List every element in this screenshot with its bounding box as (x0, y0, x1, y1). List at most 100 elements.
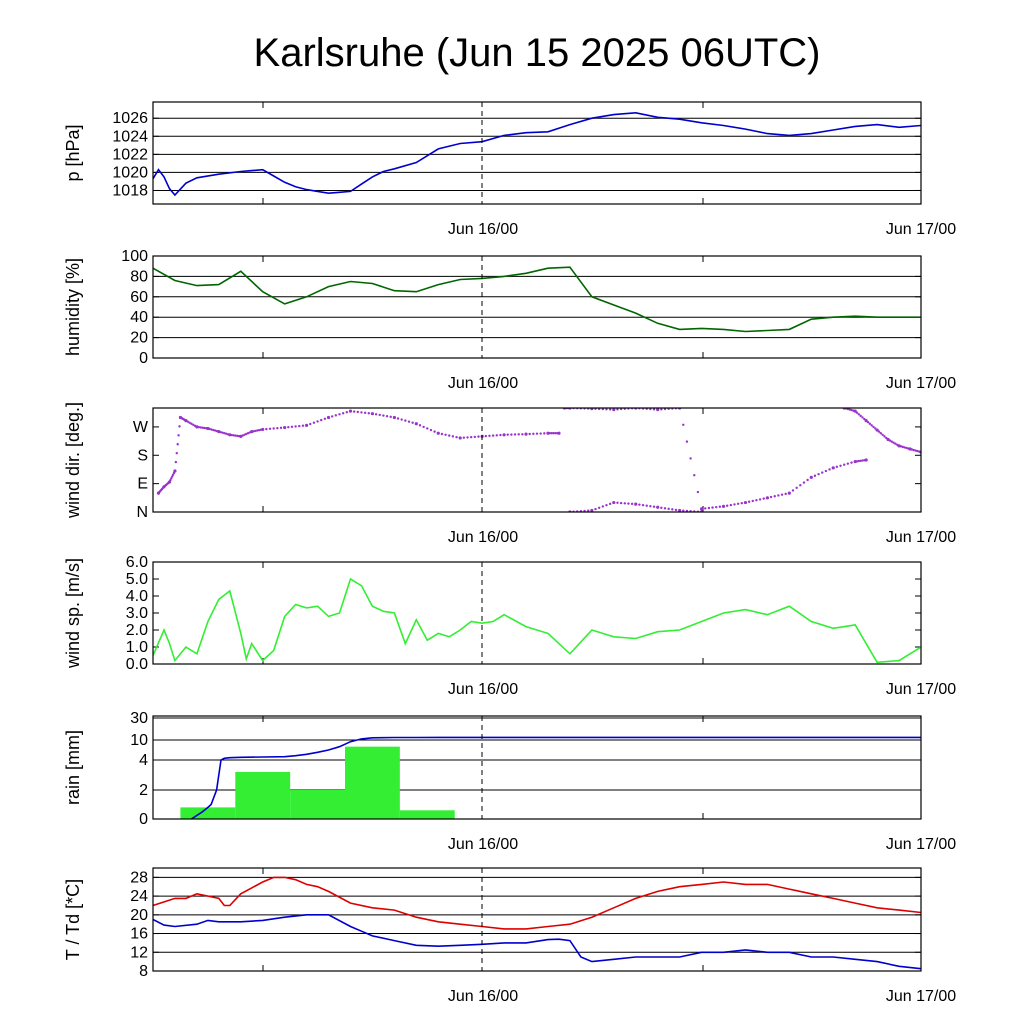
data-point (864, 458, 868, 462)
data-point (850, 408, 853, 412)
data-point (276, 426, 279, 430)
data-point (721, 504, 726, 508)
y-axis-label: p [hPa] (63, 124, 83, 181)
data-point (892, 441, 895, 444)
series-wind_speed-0 (153, 577, 921, 664)
x-tick-label: Jun 16/00 (448, 529, 518, 546)
data-point (400, 418, 403, 421)
data-point (360, 411, 363, 414)
data-point (279, 426, 283, 430)
y-tick-label: 1024 (112, 128, 148, 145)
data-point (623, 502, 626, 505)
data-point (235, 434, 239, 438)
panel-rain: 0 2 4 10 30 rain [mm] Jun 16/00 Jun 17/00 (63, 710, 956, 853)
data-point (835, 465, 839, 469)
data-point (850, 461, 853, 464)
y-tick-label: 28 (130, 869, 148, 886)
data-point (877, 430, 881, 433)
data-point (601, 505, 605, 508)
y-tick-label: 20 (130, 907, 148, 924)
data-point (283, 425, 287, 430)
data-point (312, 421, 316, 424)
data-point (396, 417, 400, 420)
data-point (392, 415, 396, 420)
y-tick-label: 60 (130, 289, 148, 306)
chart-title: Karlsruhe (Jun 15 2025 06UTC) (254, 31, 821, 75)
x-tick-label: Jun 16/00 (448, 681, 518, 698)
data-point (587, 509, 590, 512)
y-tick-label: 30 (130, 710, 148, 727)
y-tick-label: 0 (139, 350, 148, 367)
data-point (729, 503, 733, 507)
data-point (903, 446, 906, 449)
data-point (866, 420, 870, 424)
data-point (711, 506, 714, 509)
data-point (171, 475, 174, 478)
data-point (619, 501, 623, 505)
data-point (597, 506, 601, 509)
data-point (868, 422, 871, 425)
y-tick-label: 1026 (112, 110, 148, 127)
data-point (466, 436, 469, 439)
data-point (828, 468, 831, 471)
data-point (261, 427, 265, 432)
y-axis-label: wind sp. [m/s] (63, 558, 83, 669)
data-point (663, 507, 667, 510)
data-point (234, 434, 237, 437)
data-point (806, 478, 809, 482)
data-point (590, 508, 594, 512)
data-point (169, 479, 172, 482)
data-point (363, 411, 367, 415)
data-point (499, 433, 502, 437)
y-tick-label: 0.0 (126, 656, 148, 673)
data-point (246, 432, 250, 435)
data-point (462, 436, 466, 439)
data-point (309, 422, 312, 426)
plot-frame (152, 255, 922, 359)
series-rain-0 (190, 736, 921, 819)
data-point (370, 412, 375, 416)
data-point (715, 505, 718, 509)
data-point (656, 408, 660, 412)
data-point (411, 421, 414, 424)
data-point (649, 505, 652, 508)
data-point (477, 435, 480, 438)
data-point (855, 460, 859, 463)
data-point (660, 506, 663, 509)
data-point (546, 431, 550, 435)
data-point (685, 440, 689, 443)
data-point (272, 427, 275, 430)
x-tick-label: Jun 17/00 (886, 836, 956, 853)
x-tick-label: Jun 16/00 (448, 375, 518, 392)
data-point (843, 463, 846, 466)
y-tick-label: 1018 (112, 182, 148, 199)
data-point (755, 498, 758, 502)
y-tick-label: 0 (139, 811, 148, 828)
data-point (751, 499, 754, 503)
data-point (914, 449, 917, 452)
data-point (374, 413, 378, 416)
data-point (859, 414, 862, 418)
data-point (298, 424, 301, 428)
data-point (652, 505, 656, 508)
y-axis-label: humidity [%] (63, 258, 83, 356)
y-axis-label: T / Td [*C] (63, 879, 83, 960)
data-point (521, 433, 524, 436)
data-point (875, 428, 879, 432)
y-tick-label: 4.0 (126, 588, 148, 605)
data-point (440, 432, 444, 436)
data-point (243, 433, 246, 436)
data-point (802, 481, 806, 484)
plot-frame (152, 867, 922, 972)
data-point (170, 477, 173, 480)
data-point (693, 474, 696, 477)
data-point (491, 434, 495, 437)
data-point (199, 426, 202, 429)
data-point (870, 424, 873, 427)
x-tick-label: Jun 16/00 (448, 221, 518, 238)
data-point (557, 431, 561, 435)
data-point (905, 446, 908, 450)
y-tick-label: 80 (130, 268, 148, 285)
data-point (414, 422, 418, 426)
